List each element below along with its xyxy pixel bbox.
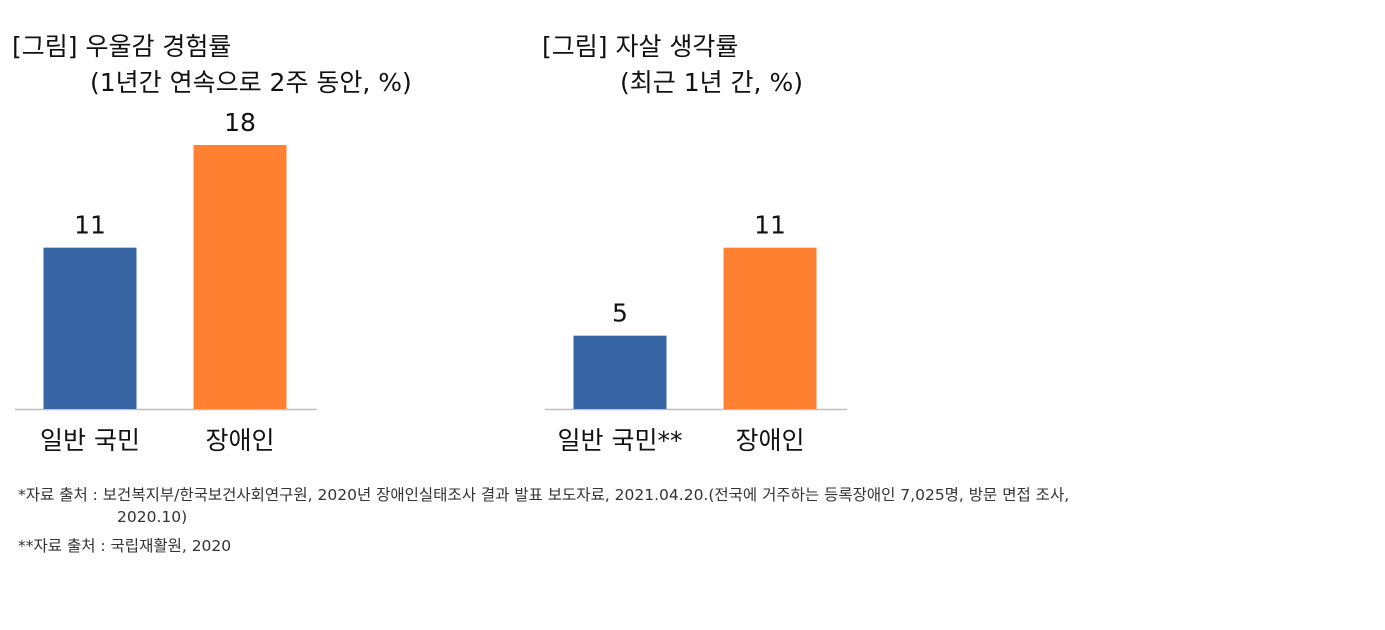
chart-title: [그림] 자살 생각률 bbox=[542, 32, 739, 61]
x-category-label: 일반 국민 bbox=[40, 426, 140, 455]
source-footnote-1: *자료 출처 : 보건복지부/한국보건사회연구원, 2020년 장애인실태조사 … bbox=[18, 486, 1070, 504]
suicidal-ideation-plot: 5 일반 국민** 11 장애인 bbox=[545, 211, 847, 455]
source-footnote-1-continued: 2020.10) bbox=[117, 508, 188, 526]
bar-value-label: 5 bbox=[612, 299, 628, 328]
depression-rate-plot: 11 일반 국민 18 장애인 bbox=[15, 108, 317, 455]
bar-disabled-persons bbox=[723, 247, 817, 409]
bar-general-public bbox=[43, 247, 137, 409]
bar-value-label: 11 bbox=[74, 211, 106, 240]
suicidal-ideation-chart: [그림] 자살 생각률 (최근 1년 간, %) 5 일반 국민** 11 장애인 bbox=[530, 0, 1050, 470]
x-category-label: 장애인 bbox=[735, 426, 804, 455]
chart-title: [그림] 우울감 경험률 bbox=[12, 32, 232, 61]
bar-value-label: 11 bbox=[754, 211, 786, 240]
x-category-label: 일반 국민** bbox=[558, 426, 683, 455]
x-category-label: 장애인 bbox=[205, 426, 274, 455]
chart-subtitle: (1년간 연속으로 2주 동안, %) bbox=[90, 68, 412, 97]
chart-subtitle: (최근 1년 간, %) bbox=[620, 68, 803, 97]
depression-rate-chart: [그림] 우울감 경험률 (1년간 연속으로 2주 동안, %) 11 일반 국민… bbox=[0, 0, 520, 470]
bar-value-label: 18 bbox=[224, 108, 256, 137]
source-footnote-2: **자료 출처 : 국립재활원, 2020 bbox=[18, 537, 232, 555]
bar-disabled-persons bbox=[193, 145, 287, 409]
bar-general-public bbox=[573, 335, 667, 409]
